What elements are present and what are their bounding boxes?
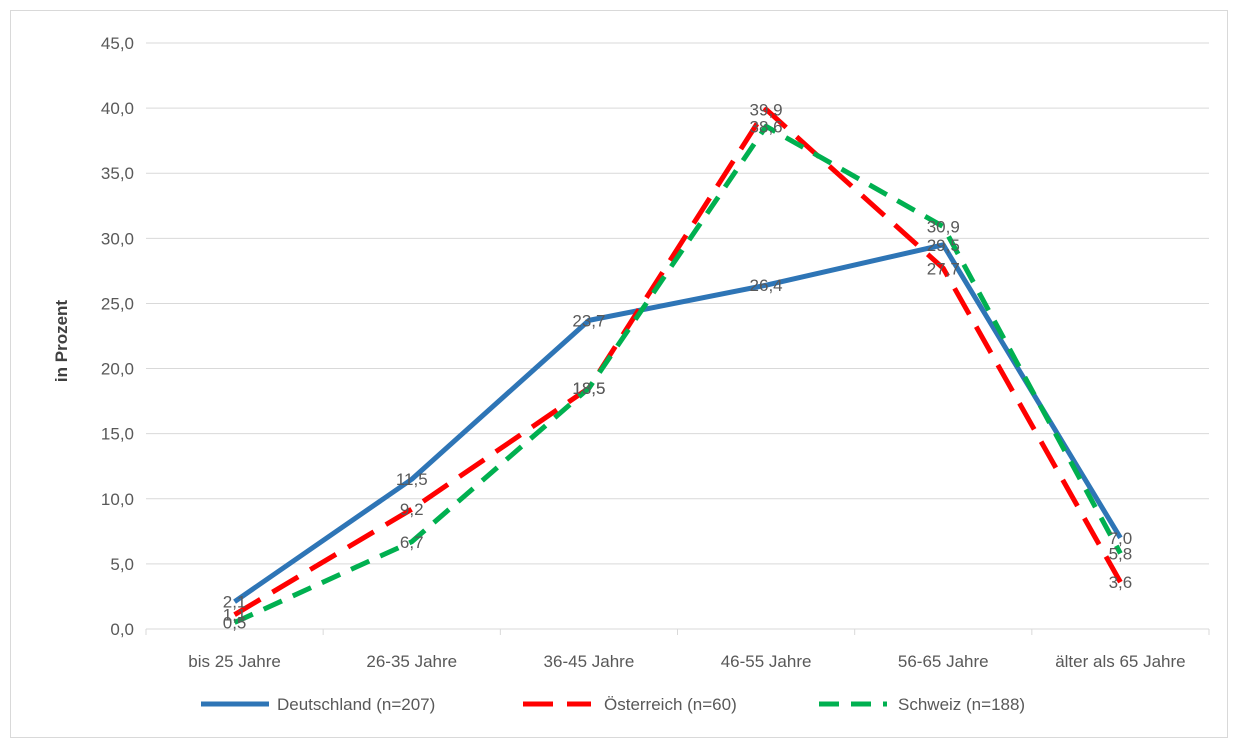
data-label: 6,7 [400, 533, 424, 552]
x-tick-label: bis 25 Jahre [188, 652, 281, 671]
data-label: 3,6 [1109, 573, 1133, 592]
y-tick-label: 15,0 [101, 425, 134, 444]
data-label: 2,1 [223, 593, 247, 612]
data-labels: 2,1 11,5 23,7 26,4 29,5 7,0 1,1 9,2 18,5 39,9 27,7… [223, 100, 1132, 632]
data-label: 38,6 [750, 117, 783, 136]
x-tick-label: 56-65 Jahre [898, 652, 989, 671]
legend-label: Schweiz (n=188) [898, 695, 1025, 714]
data-label: 18,5 [572, 379, 605, 398]
y-tick-label: 30,0 [101, 229, 134, 248]
data-label: 29,5 [927, 236, 960, 255]
x-tick-label: 46-55 Jahre [721, 652, 812, 671]
y-tick-label: 5,0 [110, 555, 134, 574]
data-label: 7,0 [1109, 529, 1133, 548]
data-label: 5,8 [1109, 544, 1133, 563]
legend-label: Deutschland (n=207) [277, 695, 435, 714]
y-tick-label: 35,0 [101, 164, 134, 183]
y-axis-ticks: 0,0 5,0 10,0 15,0 20,0 25,0 30,0 35,0 40,0 45,0 [101, 34, 134, 639]
y-axis-title: in Prozent [52, 300, 71, 383]
data-label: 1,1 [223, 606, 247, 625]
x-tick-label: 26-35 Jahre [366, 652, 457, 671]
x-axis-ticks: bis 25 Jahre 26-35 Jahre 36-45 Jahre 46-55 … [145, 629, 1210, 671]
x-tick-label: 36-45 Jahre [544, 652, 635, 671]
series-line [233, 123, 1123, 625]
y-tick-label: 10,0 [101, 490, 134, 509]
legend: Deutschland (n=207) Österreich (n=60) Schw… [201, 695, 1025, 714]
data-label: 39,9 [750, 100, 783, 119]
x-tick-label: älter als 65 Jahre [1055, 652, 1185, 671]
series-line [233, 106, 1123, 617]
y-tick-label: 45,0 [101, 34, 134, 53]
series-lines [233, 106, 1123, 625]
y-tick-label: 0,0 [110, 620, 134, 639]
line-chart: 0,0 5,0 10,0 15,0 20,0 25,0 30,0 35,0 40,0 45,0 b… [52, 34, 1210, 714]
data-label: 30,9 [927, 218, 960, 237]
legend-label: Österreich (n=60) [604, 695, 737, 714]
series-line [233, 242, 1123, 604]
y-tick-label: 25,0 [101, 294, 134, 313]
data-label: 0,5 [223, 613, 247, 632]
y-tick-label: 20,0 [101, 360, 134, 379]
data-label: 27,7 [927, 259, 960, 278]
data-label: 11,5 [396, 470, 428, 489]
data-label: 18,5 [572, 379, 605, 398]
chart-frame: 0,0 5,0 10,0 15,0 20,0 25,0 30,0 35,0 40,0 45,0 b… [10, 10, 1228, 738]
data-label: 23,7 [572, 311, 605, 330]
data-label: 26,4 [750, 276, 783, 295]
data-label: 9,2 [400, 500, 424, 519]
y-tick-label: 40,0 [101, 99, 134, 118]
gridlines [146, 42, 1209, 630]
